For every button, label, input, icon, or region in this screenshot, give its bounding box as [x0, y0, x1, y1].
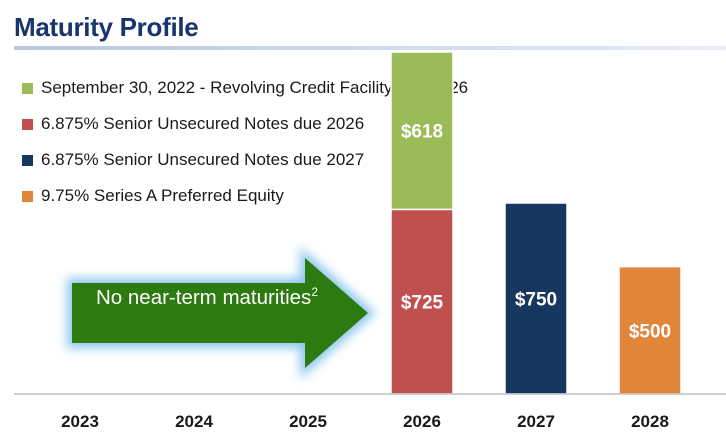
x-tick-2023: 2023: [61, 412, 99, 431]
legend-item-6-875-senior-unsecured-notes-due-2026: 6.875% Senior Unsecured Notes due 2026: [22, 106, 468, 142]
x-tick-2027: 2027: [517, 412, 555, 431]
legend-label: 6.875% Senior Unsecured Notes due 2027: [41, 150, 365, 169]
legend-item-9-75-series-a-preferred-equity: 9.75% Series A Preferred Equity: [22, 178, 468, 214]
value-label-2028-9-75-series-a-preferred-equity: $500: [629, 321, 671, 342]
value-label-2027-6-875-senior-unsecured-notes-due-2027: $750: [515, 290, 557, 311]
x-tick-2024: 2024: [175, 412, 213, 431]
x-tick-2028: 2028: [631, 412, 669, 431]
legend-swatch: [22, 118, 33, 130]
legend-item-september-30-2022-revolving-credit-facility-due-2026: September 30, 2022 - Revolving Credit Fa…: [22, 70, 468, 106]
x-tick-2026: 2026: [403, 412, 441, 431]
chart-bars: [390, 51, 682, 395]
arrow-caption-text: No near-term maturities: [96, 286, 312, 309]
legend-label: 9.75% Series A Preferred Equity: [41, 186, 284, 205]
legend-item-6-875-senior-unsecured-notes-due-2027: 6.875% Senior Unsecured Notes due 2027: [22, 142, 468, 178]
x-tick-2025: 2025: [289, 412, 327, 431]
chart-legend: September 30, 2022 - Revolving Credit Fa…: [22, 70, 468, 214]
legend-label: 6.875% Senior Unsecured Notes due 2026: [41, 114, 365, 133]
legend-swatch: [22, 82, 33, 94]
no-near-term-arrow: [67, 246, 376, 380]
bar-2028-9-75-series-a-preferred-equity: [618, 265, 682, 395]
chart-value-labels: $725 $618 $750 $500: [401, 122, 671, 343]
value-label-2026-september-30-2022-revolving-credit-facility-due-2026: $618: [401, 122, 443, 143]
legend-swatch: [22, 154, 33, 166]
bar-2026-6-875-senior-unsecured-notes-due-2026: [390, 208, 454, 395]
title-underline: [14, 46, 726, 50]
arrow-shape: [72, 258, 368, 368]
legend-swatch: [22, 190, 33, 202]
page-title: Maturity Profile: [14, 12, 199, 42]
value-label-2026-6-875-senior-unsecured-notes-due-2026: $725: [401, 293, 444, 314]
x-axis-tick-labels: 2023 2024 2025 2026 2027 2028: [61, 412, 669, 431]
bar-2026-september-30-2022-revolving-credit-facility-due-2026: [390, 51, 454, 211]
arrow-caption: No near-term maturities2: [72, 284, 342, 312]
bar-2027-6-875-senior-unsecured-notes-due-2027: [504, 202, 568, 395]
legend-label: September 30, 2022 - Revolving Credit Fa…: [41, 78, 469, 97]
footnote-marker: 2: [311, 285, 318, 299]
